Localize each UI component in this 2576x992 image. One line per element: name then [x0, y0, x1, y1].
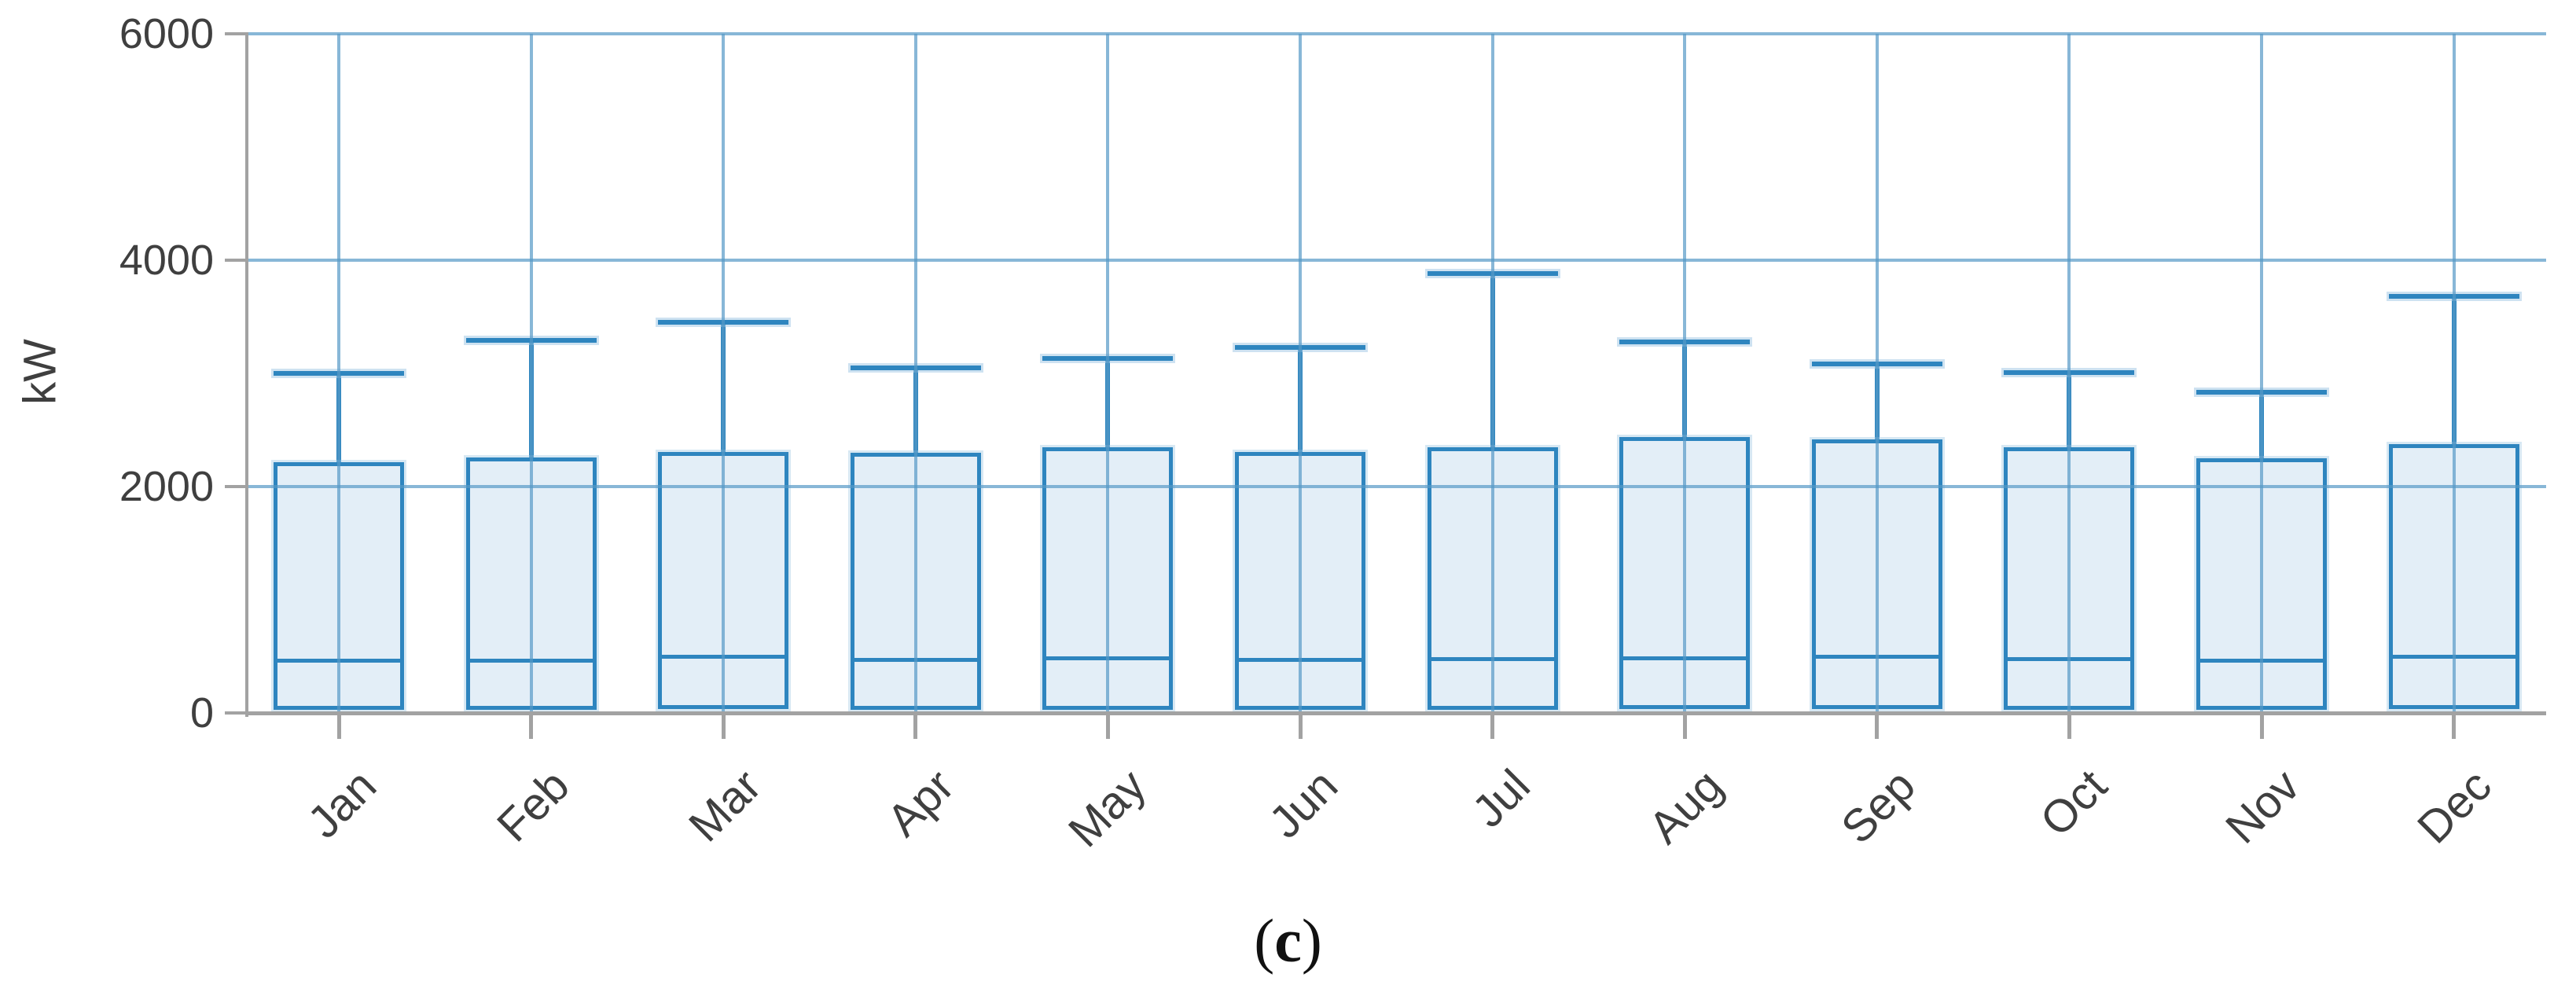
y-axis-title: kW [14, 339, 65, 405]
y-tick-2000 [225, 485, 248, 488]
x-tick-label-jun: Jun [1259, 759, 1348, 848]
y-tick-label-0: 0 [189, 689, 214, 737]
y-tick-label-6000: 6000 [119, 10, 214, 57]
x-tick-label-apr: Apr [876, 759, 964, 847]
x-tick-dec [2452, 715, 2457, 739]
y-axis-line [245, 34, 248, 717]
vgridline-dec [2452, 34, 2456, 713]
vgridline-mar [722, 34, 726, 713]
hgridline-4000 [248, 259, 2546, 262]
x-tick-label-sep: Sep [1831, 759, 1925, 854]
vgridline-may [1106, 34, 1110, 713]
x-tick-label-mar: Mar [679, 759, 771, 852]
vgridline-sep [1875, 34, 1879, 713]
vgridline-jun [1299, 34, 1302, 713]
vgridline-oct [2067, 34, 2071, 713]
x-tick-label-oct: Oct [2030, 759, 2118, 847]
y-tick-4000 [225, 259, 248, 262]
x-tick-label-aug: Aug [1638, 759, 1733, 854]
y-tick-6000 [225, 32, 248, 35]
hgridline-2000 [248, 485, 2546, 488]
x-tick-label-feb: Feb [487, 759, 579, 852]
x-tick-may [1105, 715, 1110, 739]
x-tick-label-dec: Dec [2408, 759, 2502, 854]
vgridline-feb [529, 34, 533, 713]
x-tick-aug [1682, 715, 1687, 739]
x-tick-sep [1875, 715, 1880, 739]
x-tick-feb [529, 715, 534, 739]
vgridline-nov [2260, 34, 2263, 713]
vgridline-jan [337, 34, 340, 713]
x-tick-jul [1490, 715, 1495, 739]
x-tick-label-jan: Jan [298, 759, 387, 848]
x-tick-mar [721, 715, 726, 739]
vgridline-aug [1683, 34, 1687, 713]
y-tick-label-2000: 2000 [119, 463, 214, 510]
figure-caption: (c) [0, 906, 2576, 976]
x-tick-nov [2259, 715, 2264, 739]
x-tick-jun [1298, 715, 1303, 739]
x-tick-label-nov: Nov [2215, 759, 2310, 854]
caption-letter: c [1274, 906, 1302, 975]
caption-open-paren: ( [1254, 906, 1275, 975]
x-tick-jan [336, 715, 341, 739]
x-axis-line [245, 711, 2546, 715]
hgridline-6000 [248, 32, 2546, 35]
caption-close-paren: ) [1301, 906, 1322, 975]
vgridline-apr [913, 34, 917, 713]
y-tick-0 [225, 711, 248, 715]
x-tick-apr [913, 715, 918, 739]
x-tick-oct [2067, 715, 2071, 739]
x-tick-label-jul: Jul [1462, 759, 1541, 838]
x-tick-label-may: May [1058, 759, 1156, 858]
y-tick-label-4000: 4000 [119, 237, 214, 284]
vgridline-jul [1490, 34, 1494, 713]
